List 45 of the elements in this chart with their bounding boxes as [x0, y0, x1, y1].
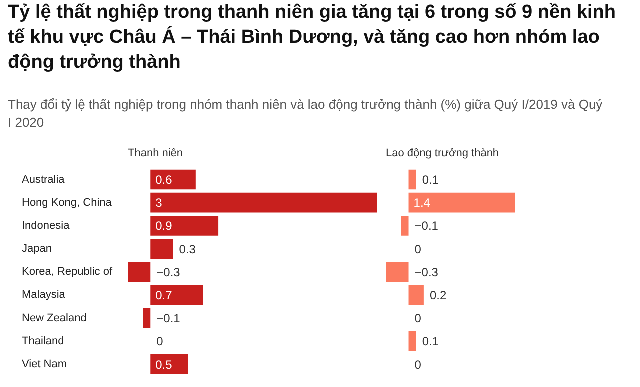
bar [408, 170, 416, 190]
y-tick-label: Australia [22, 174, 66, 186]
bar [408, 285, 424, 306]
y-tick-label: Malaysia [22, 289, 66, 302]
bar [150, 239, 174, 259]
data-label: −0.3 [414, 265, 439, 280]
chart-title: Tỷ lệ thất nghiệp trong thanh niên gia tăng tại 6 trong số 9 nền kinh tế khu vực Châu Á – Thái Bình Dương, và tăng cao hơn nhóm lao động trưởng thành [8, 1, 618, 75]
y-tick-label: Hong Kong, China [22, 196, 113, 209]
data-label: 0 [156, 334, 164, 349]
bar [408, 331, 416, 352]
y-tick-label: Viet Nam [22, 358, 68, 370]
data-label: 1.4 [414, 196, 431, 210]
bar [401, 216, 409, 236]
y-tick-label: Thailand [22, 335, 64, 348]
bar [150, 216, 219, 236]
bar [150, 285, 204, 306]
data-label: 0.6 [156, 173, 173, 188]
data-label: 3 [156, 196, 163, 210]
bar [150, 354, 188, 374]
bar [143, 308, 151, 328]
y-tick-label: New Zealand [22, 312, 87, 324]
y-tick-label: Japan [22, 243, 52, 256]
y-tick-label: Indonesia [22, 220, 71, 232]
data-label: 0.9 [156, 219, 173, 234]
y-tick-label: Korea, Republic of [22, 266, 114, 278]
bar [150, 192, 377, 213]
bar [150, 170, 196, 190]
data-label: −0.1 [156, 312, 181, 326]
data-label: 0.2 [430, 288, 447, 302]
data-label: 0 [414, 358, 422, 372]
text: Lao động trưởng thành [386, 148, 500, 160]
data-label: 0 [414, 312, 422, 326]
data-label: 0.7 [156, 288, 173, 302]
data-label: −0.3 [156, 265, 181, 280]
data-label: 0.5 [156, 358, 173, 372]
data-label: 0.1 [422, 334, 440, 349]
data-label: 0 [414, 242, 422, 256]
bar [386, 262, 409, 282]
data-label: 0.3 [179, 242, 196, 256]
data-label: −0.1 [414, 219, 439, 234]
bar [128, 262, 151, 282]
data-label: 0.1 [422, 173, 440, 188]
series-label: Thanh niên [128, 148, 184, 160]
bar [408, 192, 515, 213]
chart-subtitle: Thay đổi tỷ lệ thất nghiệp trong nhóm thanh niên và lao động trưởng thành (%) giữa Quý I/2019 và Quý I 2020 [8, 96, 604, 132]
